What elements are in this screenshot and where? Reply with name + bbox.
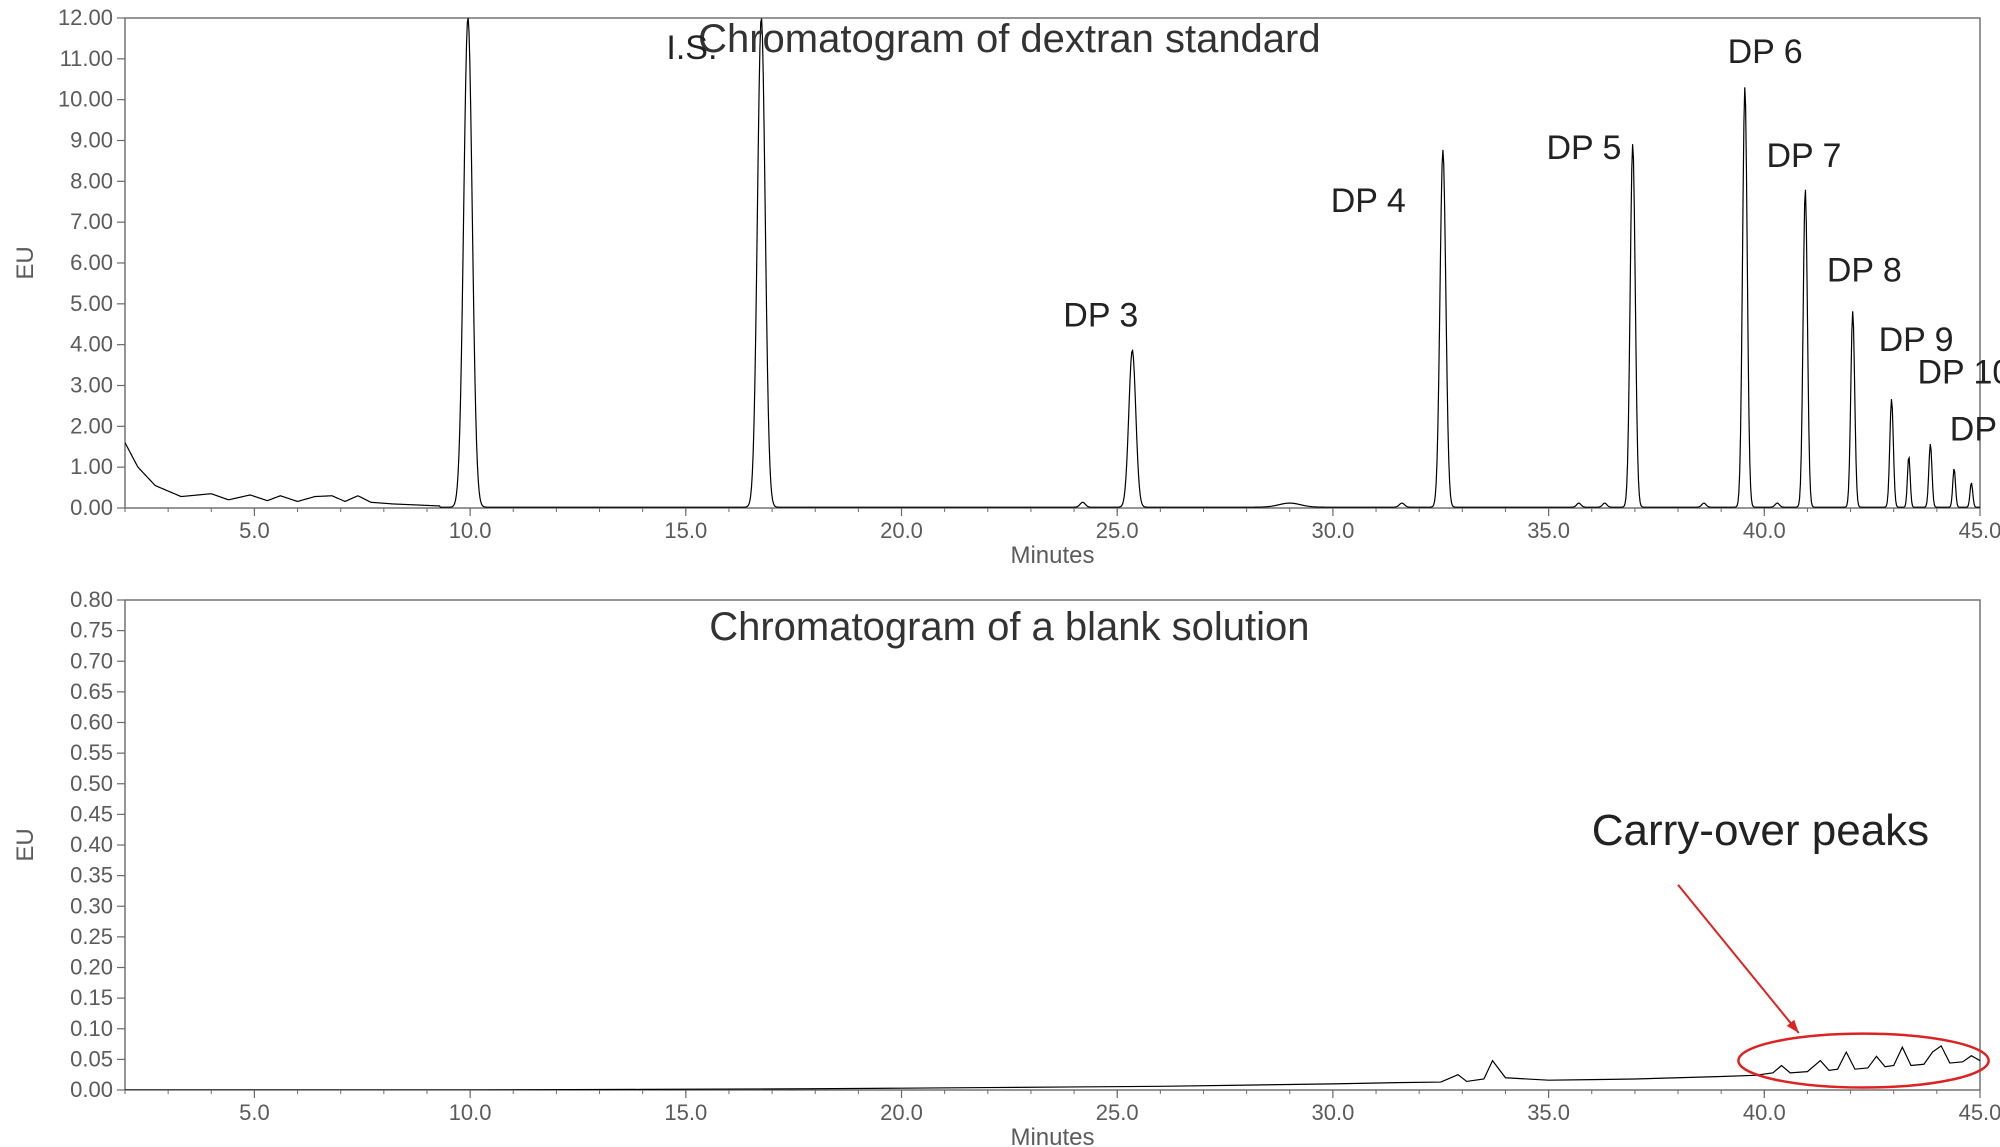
y-tick-label: 8.00 <box>70 168 113 193</box>
y-tick-label: 0.30 <box>70 893 113 918</box>
y-tick-label: 0.25 <box>70 924 113 949</box>
y-tick-label: 3.00 <box>70 373 113 398</box>
chart-title: Chromatogram of dextran standard <box>698 17 1321 61</box>
peak-label-DP11a: DP 11 <box>1950 411 2000 449</box>
x-tick-label: 20.0 <box>880 1100 923 1125</box>
x-axis-label: Minutes <box>1010 1124 1094 1147</box>
y-tick-label: 0.55 <box>70 740 113 765</box>
y-tick-label: 6.00 <box>70 250 113 275</box>
y-tick-label: 2.00 <box>70 413 113 438</box>
peak-label-DP5: DP 5 <box>1546 129 1621 167</box>
y-tick-label: 0.05 <box>70 1046 113 1071</box>
y-tick-label: 10.00 <box>58 87 113 112</box>
x-tick-label: 20.0 <box>880 518 923 543</box>
trace-line <box>125 18 1980 507</box>
x-tick-label: 10.0 <box>449 518 492 543</box>
x-tick-label: 45.0 <box>1959 1100 2000 1125</box>
y-tick-label: 11.00 <box>60 46 113 71</box>
y-tick-label: 0.75 <box>70 618 113 643</box>
peak-label-DP6: DP 6 <box>1728 33 1803 71</box>
x-axis-label: Minutes <box>1010 542 1094 569</box>
y-tick-label: 0.00 <box>70 1077 113 1102</box>
peak-label-DP8: DP 8 <box>1827 251 1902 289</box>
y-tick-label: 0.00 <box>70 495 113 520</box>
x-tick-label: 30.0 <box>1311 1100 1354 1125</box>
y-tick-label: 0.15 <box>70 985 113 1010</box>
y-tick-label: 1.00 <box>70 454 113 479</box>
carryover-label: Carry-over peaks <box>1592 806 1929 855</box>
chart-bottom: 0.00 0.05 0.10 0.15 0.20 0.25 0.30 0.35 0.40 0.45… <box>12 587 2000 1147</box>
y-tick-label: 0.60 <box>70 710 113 735</box>
x-tick-label: 45.0 <box>1959 518 2000 543</box>
chart-top: 0.00 1.00 2.00 3.00 4.00 5.00 6.00 7.00 8.00 9.00… <box>12 5 2000 569</box>
y-tick-label: 4.00 <box>70 332 113 357</box>
x-tick-label: 40.0 <box>1743 518 1786 543</box>
x-tick-label: 35.0 <box>1527 518 1570 543</box>
carryover-arrow <box>1678 885 1799 1033</box>
y-tick-label: 0.80 <box>70 587 113 612</box>
x-tick-label: 25.0 <box>1096 518 1139 543</box>
y-tick-label: 0.10 <box>70 1016 113 1041</box>
y-tick-label: 0.70 <box>70 648 113 673</box>
y-axis-label: EU <box>12 828 39 861</box>
x-tick-label: 25.0 <box>1096 1100 1139 1125</box>
x-tick-label: 30.0 <box>1311 518 1354 543</box>
plot-border <box>125 18 1980 508</box>
peak-label-IS: I.S. <box>666 29 717 67</box>
y-tick-label: 0.45 <box>70 801 113 826</box>
peak-label-DP4: DP 4 <box>1331 182 1406 220</box>
y-tick-label: 0.20 <box>70 955 113 980</box>
peak-label-DP3: DP 3 <box>1063 296 1138 334</box>
y-tick-label: 0.35 <box>70 863 113 888</box>
y-tick-label: 12.00 <box>58 5 113 30</box>
chart-title: Chromatogram of a blank solution <box>709 605 1309 649</box>
x-tick-label: 40.0 <box>1743 1100 1786 1125</box>
x-tick-label: 10.0 <box>449 1100 492 1125</box>
y-axis-label: EU <box>12 246 39 279</box>
y-tick-label: 0.40 <box>70 832 113 857</box>
carryover-ellipse <box>1738 1034 1988 1088</box>
x-tick-label: 5.0 <box>239 1100 270 1125</box>
y-tick-label: 0.50 <box>70 771 113 796</box>
x-tick-label: 15.0 <box>664 1100 707 1125</box>
y-tick-label: 5.00 <box>70 291 113 316</box>
y-tick-label: 9.00 <box>70 128 113 153</box>
y-tick-label: 7.00 <box>70 209 113 234</box>
x-tick-label: 35.0 <box>1527 1100 1570 1125</box>
peak-label-DP10: DP 10 <box>1917 353 2000 391</box>
x-tick-label: 5.0 <box>239 518 270 543</box>
trace-line <box>125 1046 1980 1090</box>
x-tick-label: 15.0 <box>664 518 707 543</box>
peak-label-DP7: DP 7 <box>1766 137 1841 175</box>
y-tick-label: 0.65 <box>70 679 113 704</box>
